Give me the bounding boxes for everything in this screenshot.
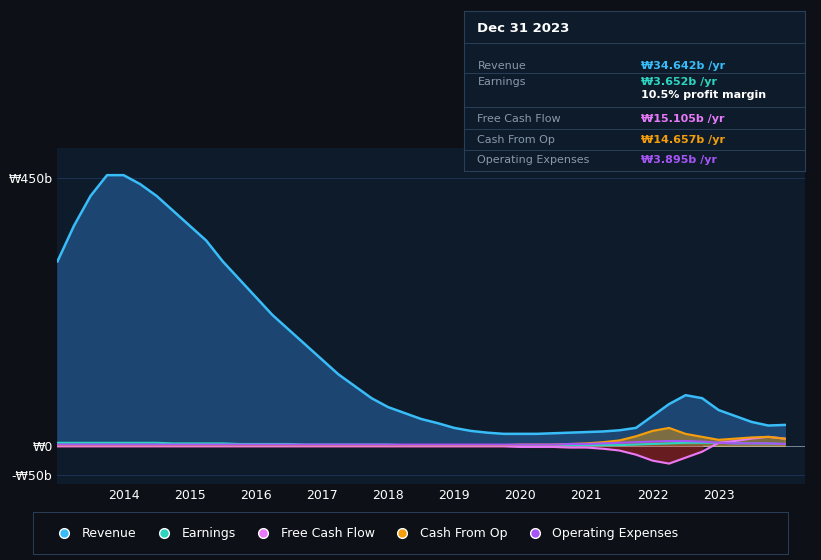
Text: ₩15.105b /yr: ₩15.105b /yr xyxy=(641,114,725,124)
Text: Cash From Op: Cash From Op xyxy=(478,134,555,144)
Legend: Revenue, Earnings, Free Cash Flow, Cash From Op, Operating Expenses: Revenue, Earnings, Free Cash Flow, Cash … xyxy=(47,522,683,545)
Text: Dec 31 2023: Dec 31 2023 xyxy=(478,22,570,35)
Text: Earnings: Earnings xyxy=(478,77,526,87)
Text: Free Cash Flow: Free Cash Flow xyxy=(478,114,561,124)
Text: ₩14.657b /yr: ₩14.657b /yr xyxy=(641,134,725,144)
Text: Revenue: Revenue xyxy=(478,61,526,71)
Text: ₩3.895b /yr: ₩3.895b /yr xyxy=(641,156,717,165)
Text: ₩34.642b /yr: ₩34.642b /yr xyxy=(641,61,725,71)
Text: Operating Expenses: Operating Expenses xyxy=(478,156,589,165)
Text: 10.5% profit margin: 10.5% profit margin xyxy=(641,90,766,100)
Text: ₩3.652b /yr: ₩3.652b /yr xyxy=(641,77,717,87)
